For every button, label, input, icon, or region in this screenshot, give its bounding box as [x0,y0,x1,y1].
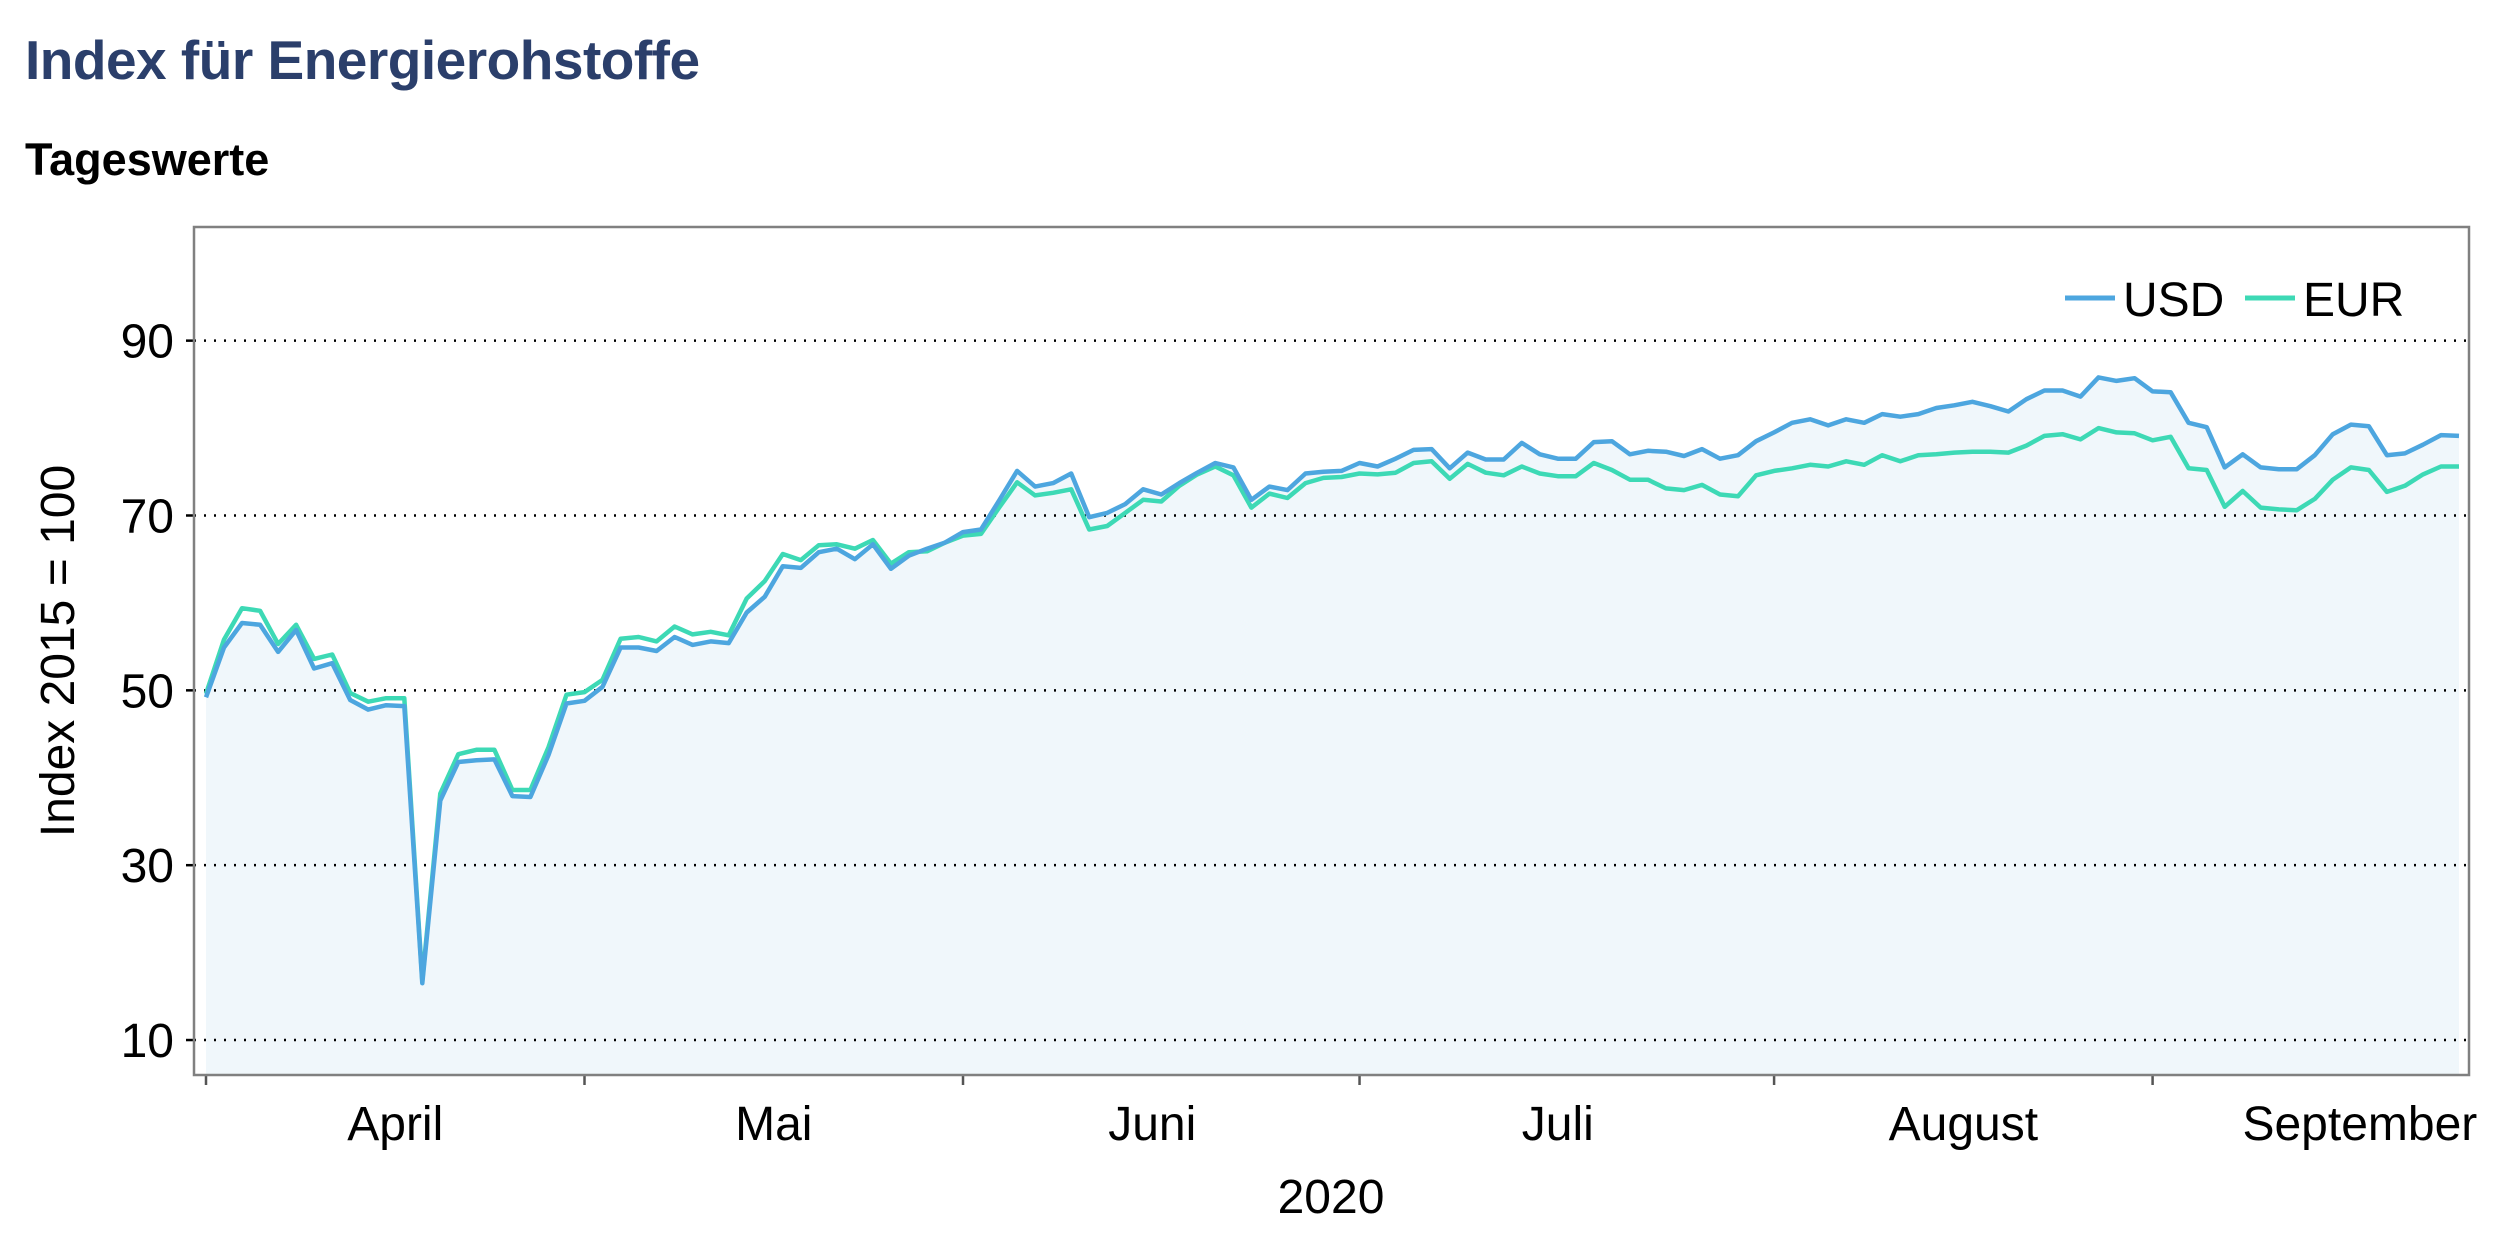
x-tick-label-juli: Juli [1522,1098,1594,1151]
chart-subtitle: Tageswerte [25,134,270,185]
usd-area-fill [206,377,2459,1075]
legend-usd-label: USD [2123,274,2224,327]
x-tick-label-juni: Juni [1108,1098,1196,1151]
y-tick-label-50: 50 [121,665,174,718]
y-tick-labels: 10 30 50 70 90 [121,316,194,1068]
y-tick-label-90: 90 [121,316,174,369]
y-tick-label-70: 70 [121,490,174,543]
x-axis-title: 2020 [1278,1171,1385,1224]
y-tick-label-30: 30 [121,840,174,893]
legend: USD EUR [2065,274,2404,327]
y-axis-title: Index 2015 = 100 [32,465,85,837]
x-month-ticks [204,1075,2154,1085]
plot-frame [192,225,2471,1077]
eur-series-line [203,425,2459,983]
x-tick-label-april: April [347,1098,443,1151]
legend-eur-label: EUR [2303,274,2404,327]
usd-series-line [203,375,2460,986]
x-month-labels: April Mai Juni Juli August September [347,1098,2477,1151]
y-tick-label-10: 10 [121,1015,174,1068]
x-tick-label-mai: Mai [735,1098,812,1151]
chart-title: Index für Energierohstoffe [25,29,700,91]
x-tick-label-august: August [1889,1098,2038,1151]
x-tick-label-september: September [2242,1098,2477,1151]
